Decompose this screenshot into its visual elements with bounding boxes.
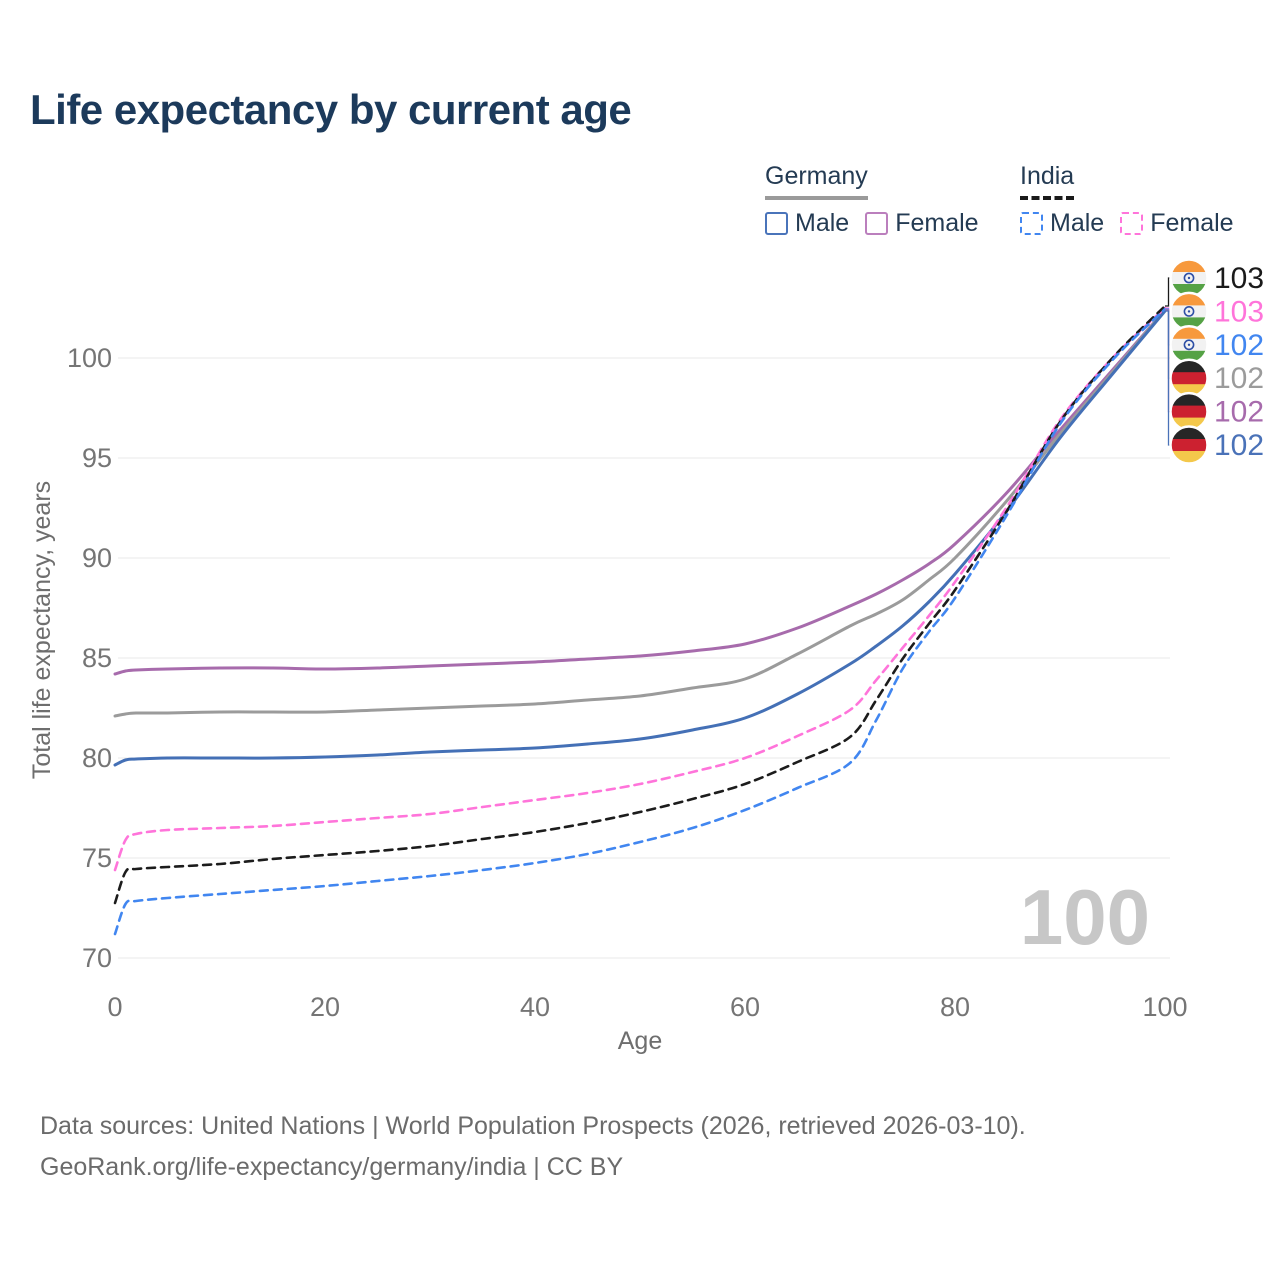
- series-line-germany-female: [113, 308, 1167, 676]
- x-tick-100: 100: [1142, 992, 1187, 1022]
- legend-items-india: Male Female: [1020, 209, 1234, 238]
- legend-item-india-male[interactable]: Male: [1020, 209, 1104, 238]
- y-tick-95: 95: [82, 443, 112, 473]
- y-tick-80: 80: [82, 743, 112, 773]
- end-label-value-india-male: 102: [1214, 329, 1264, 362]
- x-tick-60: 60: [730, 992, 760, 1022]
- legend-label-india-male: Male: [1050, 209, 1105, 237]
- x-tick-40: 40: [520, 992, 550, 1022]
- y-axis-title: Total life expectancy, years: [28, 481, 56, 779]
- legend-group-germany: Germany Male Female: [765, 162, 979, 238]
- series-lines: [113, 304, 1167, 936]
- series-line-germany-both: [113, 308, 1167, 718]
- x-tick-20: 20: [310, 992, 340, 1022]
- legend-label-germany-male: Male: [795, 209, 850, 237]
- legend-checkbox-germany-male[interactable]: [765, 212, 788, 235]
- axis-ticks: 70 75 80 85 90 95 100 0 20 40 60 80 100: [67, 343, 1188, 1022]
- end-label-value-germany-both: 102: [1214, 362, 1264, 395]
- india-flag-icon: [1169, 258, 1209, 298]
- y-tick-70: 70: [82, 943, 112, 973]
- legend-group-india: India Male Female: [1020, 162, 1234, 238]
- page-title: Life expectancy by current age: [30, 86, 632, 133]
- x-tick-80: 80: [940, 992, 970, 1022]
- legend-label-germany-female: Female: [895, 209, 979, 237]
- legend-checkbox-india-female[interactable]: [1120, 212, 1144, 235]
- end-label-value-india-both: 103: [1214, 262, 1264, 295]
- series-line-germany-male: [113, 309, 1167, 767]
- y-tick-90: 90: [82, 543, 112, 573]
- x-tick-0: 0: [107, 992, 122, 1022]
- end-label-value-india-female: 103: [1214, 295, 1264, 328]
- series-line-india-female: [113, 306, 1167, 872]
- legend-items-germany: Male Female: [765, 209, 979, 238]
- germany-flag-icon: [1169, 425, 1209, 465]
- germany-flag-icon: [1169, 358, 1209, 398]
- legend-item-india-female[interactable]: Female: [1120, 209, 1234, 238]
- legend-label-india-female: Female: [1150, 209, 1234, 237]
- chart-footer: Data sources: United Nations | World Pop…: [40, 1106, 1026, 1188]
- legend-checkbox-india-male[interactable]: [1020, 212, 1043, 235]
- series-line-india-male: [113, 307, 1167, 936]
- india-flag-icon: [1169, 291, 1209, 332]
- legend-checkbox-germany-female[interactable]: [865, 212, 889, 235]
- india-flag-icon: [1169, 325, 1209, 365]
- footer-sources-line: Data sources: United Nations | World Pop…: [40, 1112, 1026, 1140]
- germany-flag-icon: [1169, 391, 1209, 432]
- x-axis-title: Age: [618, 1027, 662, 1055]
- end-label-value-germany-female: 102: [1214, 396, 1264, 429]
- footer-url-line: GeoRank.org/life-expectancy/germany/indi…: [40, 1153, 624, 1181]
- watermark-age-100: 100: [1020, 873, 1150, 961]
- y-tick-75: 75: [82, 843, 112, 873]
- legend-country-india[interactable]: India: [1020, 162, 1075, 200]
- series-line-india-both: [113, 304, 1167, 905]
- legend-item-germany-male[interactable]: Male: [765, 209, 849, 238]
- end-label-value-germany-male: 102: [1214, 429, 1264, 462]
- gridlines: [118, 357, 1170, 959]
- y-tick-85: 85: [82, 643, 112, 673]
- legend-item-germany-female[interactable]: Female: [865, 209, 979, 238]
- legend-country-germany[interactable]: Germany: [765, 162, 868, 200]
- y-tick-100: 100: [67, 343, 112, 373]
